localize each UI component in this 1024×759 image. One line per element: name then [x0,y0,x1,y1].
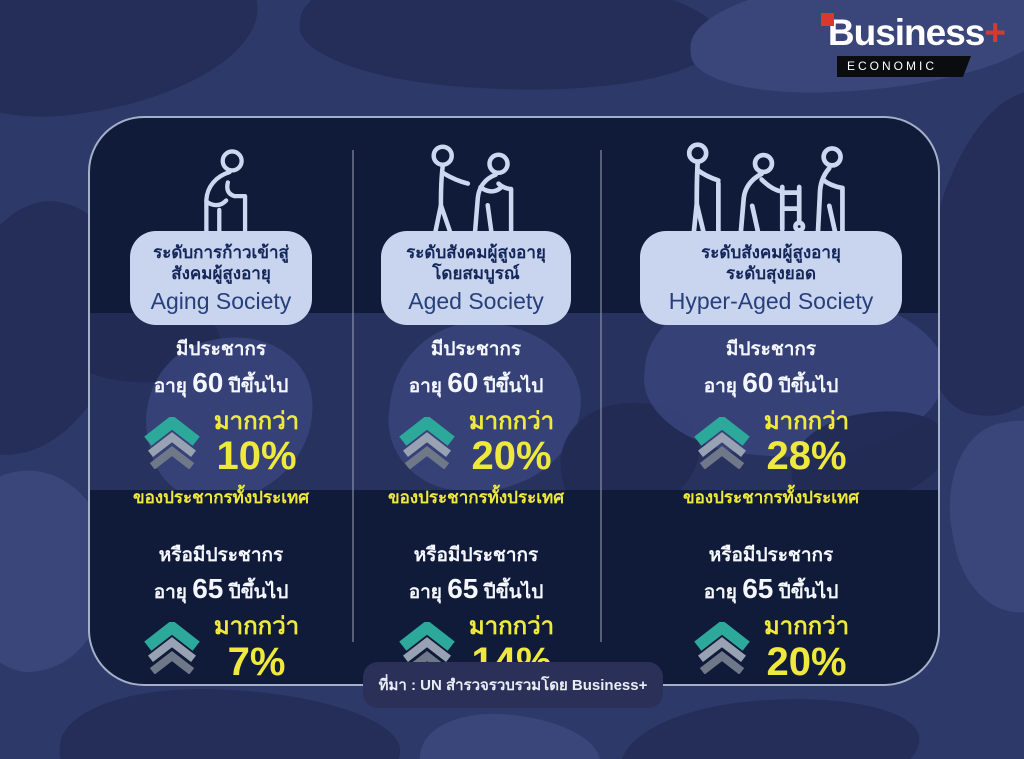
map-blob [415,705,605,759]
stat-age-line: อายุ 60 ปีขึ้นไป [154,363,289,404]
businessplus-logo: Business+ ECONOMIC [820,12,1006,77]
category-title-thai-line2: โดยสมบูรณ์ [432,264,520,284]
triple-chevron-up-icon [144,622,200,675]
age-suffix: ปีขึ้นไป [223,581,289,603]
age-suffix: ปีขึ้นไป [478,581,544,603]
age-number: 65 [192,572,224,604]
economic-banner: ECONOMIC [837,56,971,77]
age-number: 65 [742,572,774,604]
category-title-english: Hyper-Aged Society [668,287,874,314]
category-title-thai-line1: ระดับสังคมผู้สูงอายุ [701,243,841,262]
more-than-label: มากกว่า [763,613,850,641]
column-aging-society: ระดับการก้าวเข้าสู่ สังคมผู้สูงอายุ Agin… [90,118,352,684]
age-suffix: ปีขึ้นไป [773,375,839,397]
triple-chevron-up-icon [144,416,200,469]
more-than-label: มากกว่า [213,407,300,435]
age-number: 60 [192,366,224,398]
elderly-couple-cane-icon [406,144,546,234]
map-blob [0,0,269,132]
age-prefix: อายุ [153,581,193,603]
stat-age-line: อายุ 65 ปีขึ้นไป [409,569,544,610]
stat-over-60: มีประชากร อายุ 60 ปีขึ้นไป มากกว่า 20% [388,338,564,511]
age-suffix: ปีขึ้นไป [478,375,544,397]
stat-intro: หรือมีประชากร [413,544,539,566]
category-pill: ระดับการก้าวเข้าสู่ สังคมผู้สูงอายุ Agin… [130,231,312,326]
column-hyper-aged-society: ระดับสังคมผู้สูงอายุ ระดับสุงยอด Hyper-A… [600,118,938,684]
category-title-thai-line2: สังคมผู้สูงอายุ [171,264,271,284]
triple-chevron-up-icon [399,416,455,469]
elderly-person-cane-icon [175,148,267,234]
stat-note: ของประชากรทั้งประเทศ [387,487,565,507]
map-blob [931,406,1024,624]
age-number: 65 [447,572,479,604]
stat-over-60: มีประชากร อายุ 60 ปีขึ้นไป มากกว่า 28% [683,338,859,511]
more-than-label: มากกว่า [468,407,555,435]
more-than-label: มากกว่า [468,613,555,641]
triple-chevron-up-icon [694,622,750,675]
stat-intro: มีประชากร [725,339,817,361]
stat-value: 20% [766,639,847,684]
more-than-label: มากกว่า [213,613,300,641]
map-blob [616,689,924,759]
category-title-english: Aged Society [408,287,544,314]
age-prefix: อายุ [703,375,743,397]
stat-note: ของประชากรทั้งประเทศ [132,487,310,507]
category-title-thai-line1: ระดับการก้าวเข้าสู่ [153,243,289,262]
stat-intro: หรือมีประชากร [708,544,834,566]
stat-intro: หรือมีประชากร [158,544,284,566]
columns-grid: ระดับการก้าวเข้าสู่ สังคมผู้สูงอายุ Agin… [90,118,938,684]
age-number: 60 [447,366,479,398]
age-prefix: อายุ [153,375,193,397]
brand-plus: + [984,12,1006,53]
triple-chevron-up-icon [694,416,750,469]
stat-over-65: หรือมีประชากร อายุ 65 ปีขึ้นไป มากกว่า 2… [683,544,859,684]
category-title-thai-line1: ระดับสังคมผู้สูงอายุ [406,243,546,262]
column-divider [600,150,602,642]
stat-value: 20% [471,433,552,478]
stat-age-line: อายุ 60 ปีขึ้นไป [704,363,839,404]
middle-stat-band [90,313,938,490]
stat-age-line: อายุ 65 ปีขึ้นไป [154,569,289,610]
map-blob [57,681,403,759]
column-aged-society: ระดับสังคมผู้สูงอายุ โดยสมบูรณ์ Aged Soc… [352,118,600,684]
more-than-label: มากกว่า [763,407,850,435]
stat-value: 7% [227,639,286,684]
brand-text: Business [827,12,986,53]
category-title-english: Aging Society [150,287,292,314]
category-pill: ระดับสังคมผู้สูงอายุ ระดับสุงยอด Hyper-A… [640,231,902,326]
age-prefix: อายุ [408,581,448,603]
age-suffix: ปีขึ้นไป [223,375,289,397]
main-card: ระดับการก้าวเข้าสู่ สังคมผู้สูงอายุ Agin… [88,116,940,686]
stat-value: 10% [216,433,297,478]
logo-red-square [820,13,834,26]
stat-value: 28% [766,433,847,478]
stat-note: ของประชากรทั้งประเทศ [682,487,860,507]
source-pill: ที่มา : UN สำรวจรวบรวมโดย Business+ [363,662,663,708]
category-title-thai-line2: ระดับสุงยอด [726,264,816,284]
stat-age-line: อายุ 60 ปีขึ้นไป [409,363,544,404]
stat-over-65: หรือมีประชากร อายุ 65 ปีขึ้นไป มากกว่า 7… [133,544,309,684]
age-prefix: อายุ [703,581,743,603]
stat-age-line: อายุ 65 ปีขึ้นไป [704,569,839,610]
stat-intro: มีประชากร [430,339,522,361]
age-prefix: อายุ [408,375,448,397]
brand-wordmark: Business+ [820,12,1006,53]
column-divider [352,150,354,642]
age-number: 60 [742,366,774,398]
category-pill: ระดับสังคมผู้สูงอายุ โดยสมบูรณ์ Aged Soc… [381,231,571,326]
stat-over-60: มีประชากร อายุ 60 ปีขึ้นไป มากกว่า 10% [133,338,309,511]
age-suffix: ปีขึ้นไป [773,581,839,603]
elderly-group-walker-icon [676,142,866,234]
map-blob [296,0,724,105]
stat-intro: มีประชากร [175,339,267,361]
